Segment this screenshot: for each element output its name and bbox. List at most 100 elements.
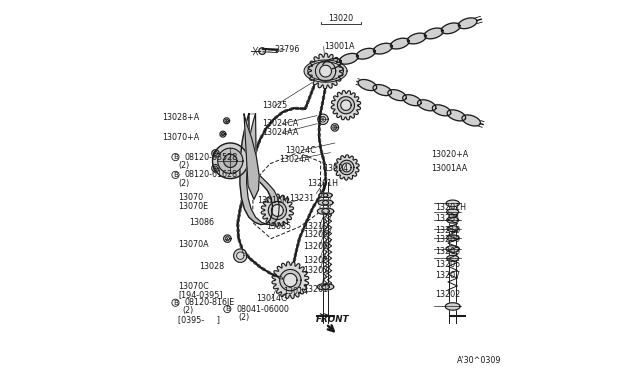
Text: 13070E: 13070E — [179, 202, 209, 211]
Polygon shape — [374, 43, 392, 54]
Text: 13070C: 13070C — [179, 282, 209, 291]
Text: 08120-61628: 08120-61628 — [184, 170, 237, 179]
Text: 13001A: 13001A — [324, 42, 355, 51]
Polygon shape — [408, 33, 426, 44]
Polygon shape — [317, 284, 329, 290]
Polygon shape — [244, 114, 259, 199]
Text: B: B — [225, 306, 230, 312]
Polygon shape — [337, 97, 355, 114]
Polygon shape — [417, 100, 436, 111]
Polygon shape — [358, 80, 377, 90]
Polygon shape — [308, 62, 343, 80]
Text: 13201: 13201 — [303, 285, 328, 294]
Polygon shape — [218, 148, 243, 173]
Polygon shape — [340, 54, 358, 64]
Polygon shape — [223, 154, 237, 167]
Polygon shape — [323, 58, 341, 69]
Text: 08120-816IE: 08120-816IE — [184, 298, 235, 307]
Polygon shape — [272, 262, 308, 299]
Text: 13024CA: 13024CA — [262, 119, 299, 128]
Polygon shape — [259, 48, 266, 54]
Polygon shape — [319, 193, 328, 198]
Polygon shape — [462, 115, 481, 126]
Polygon shape — [316, 61, 336, 81]
Polygon shape — [212, 150, 219, 157]
Text: 13201H: 13201H — [307, 179, 338, 188]
Polygon shape — [317, 208, 329, 214]
Polygon shape — [334, 155, 359, 180]
Text: 13203: 13203 — [303, 242, 328, 251]
Text: 13202: 13202 — [435, 290, 460, 299]
Text: 13028+A: 13028+A — [163, 113, 200, 122]
Polygon shape — [212, 143, 248, 179]
Polygon shape — [447, 110, 466, 121]
Text: 13070: 13070 — [179, 193, 204, 202]
Polygon shape — [447, 217, 459, 223]
Text: 13028: 13028 — [200, 262, 225, 271]
Polygon shape — [212, 164, 219, 172]
Text: B: B — [173, 154, 178, 160]
Polygon shape — [318, 114, 328, 125]
Polygon shape — [319, 65, 332, 77]
Text: 13014G: 13014G — [256, 294, 287, 303]
Polygon shape — [339, 160, 354, 175]
Text: 13024C: 13024C — [285, 146, 316, 155]
Text: [0395-     ]: [0395- ] — [179, 315, 220, 324]
Text: 13020+A: 13020+A — [431, 150, 468, 158]
Text: 13016M: 13016M — [257, 196, 289, 205]
Polygon shape — [323, 193, 332, 198]
Text: (2): (2) — [183, 307, 194, 315]
Polygon shape — [271, 205, 284, 217]
Text: 13024AA: 13024AA — [262, 128, 299, 137]
Polygon shape — [445, 303, 460, 310]
Text: 13070+A: 13070+A — [163, 133, 200, 142]
Polygon shape — [442, 23, 460, 34]
Text: 13209: 13209 — [435, 235, 460, 244]
Text: (2): (2) — [179, 161, 189, 170]
Polygon shape — [446, 200, 460, 207]
Text: FRONT: FRONT — [316, 315, 350, 324]
Polygon shape — [323, 200, 333, 205]
Text: 13205: 13205 — [435, 260, 460, 269]
Text: 13014: 13014 — [283, 288, 308, 296]
Text: 08041-06000: 08041-06000 — [236, 305, 289, 314]
Polygon shape — [356, 48, 375, 59]
Polygon shape — [268, 201, 287, 219]
Polygon shape — [332, 90, 361, 120]
Polygon shape — [234, 249, 247, 262]
Text: 13203: 13203 — [435, 247, 460, 256]
Polygon shape — [433, 105, 451, 116]
Text: 13024: 13024 — [323, 164, 348, 173]
Polygon shape — [447, 235, 459, 241]
Text: 13207: 13207 — [303, 266, 328, 275]
Polygon shape — [280, 269, 301, 291]
Polygon shape — [446, 246, 460, 252]
Text: 13024A: 13024A — [279, 155, 310, 164]
Text: 08120-63528: 08120-63528 — [184, 153, 237, 161]
Text: B: B — [173, 172, 178, 178]
Polygon shape — [424, 28, 443, 39]
Text: 13001AA: 13001AA — [431, 164, 467, 173]
Polygon shape — [220, 131, 226, 137]
Text: 13086: 13086 — [189, 218, 214, 227]
Text: 13070A: 13070A — [179, 240, 209, 249]
Polygon shape — [388, 90, 406, 101]
Text: [194-0395]: [194-0395] — [179, 290, 223, 299]
Polygon shape — [284, 273, 297, 287]
Polygon shape — [403, 95, 421, 106]
Polygon shape — [447, 226, 458, 232]
Polygon shape — [322, 208, 333, 214]
Text: 13207: 13207 — [435, 271, 460, 280]
Text: 13201H: 13201H — [435, 203, 466, 212]
Text: 23796: 23796 — [275, 45, 300, 54]
Text: 13085: 13085 — [266, 221, 291, 231]
Polygon shape — [240, 114, 279, 225]
Text: 13231: 13231 — [290, 194, 315, 203]
Polygon shape — [342, 163, 351, 172]
Text: 13205: 13205 — [303, 256, 328, 264]
Polygon shape — [223, 235, 231, 242]
Polygon shape — [447, 255, 459, 261]
Polygon shape — [223, 118, 230, 124]
Text: 13210: 13210 — [435, 226, 460, 235]
Polygon shape — [318, 200, 328, 205]
